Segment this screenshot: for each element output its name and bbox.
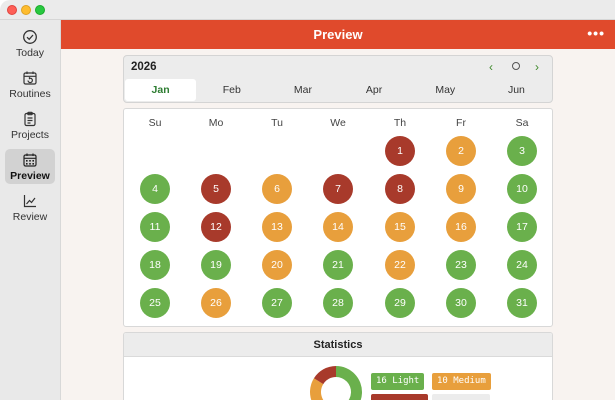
tab-feb[interactable]: Feb <box>222 84 241 96</box>
more-options-button[interactable]: ••• <box>587 25 605 41</box>
sidebar-item-preview[interactable]: Preview <box>5 149 55 184</box>
sidebar-item-routines[interactable]: Routines <box>5 67 55 102</box>
calendar-day-16[interactable]: 16 <box>446 212 476 242</box>
title-bar <box>0 0 615 20</box>
calendar-day-28[interactable]: 28 <box>323 288 353 318</box>
statistics-panel: Statistics 16 Light 10 Medium <box>123 332 553 400</box>
donut-slice-heavy <box>313 366 336 385</box>
calendar-day-7[interactable]: 7 <box>323 174 353 204</box>
calendar-grid-icon <box>23 153 37 167</box>
legend-heavy <box>371 394 428 400</box>
header-bar: Preview ••• <box>61 20 615 49</box>
sidebar-item-today[interactable]: Today <box>5 26 55 61</box>
weekday-header-mo: Mo <box>208 117 224 129</box>
sidebar-item-projects[interactable]: Projects <box>5 108 55 143</box>
tab-jan[interactable]: Jan <box>125 79 197 101</box>
calendar-day-23[interactable]: 23 <box>446 250 476 280</box>
legend-light: 16 Light <box>371 373 425 390</box>
weekday-header-th: Th <box>393 117 407 129</box>
donut-slice-medium <box>310 378 324 400</box>
today-button[interactable] <box>512 62 520 70</box>
calendar-day-30[interactable]: 30 <box>446 288 476 318</box>
tab-apr[interactable]: Apr <box>365 84 383 96</box>
clipboard-icon <box>24 111 36 127</box>
calendar-day-1[interactable]: 1 <box>385 136 415 166</box>
month-tabs: Jan Feb Mar Apr May Jun <box>125 79 552 101</box>
calendar-day-13[interactable]: 13 <box>262 212 292 242</box>
calendar-day-3[interactable]: 3 <box>507 136 537 166</box>
year-label: 2026 <box>131 61 157 73</box>
next-month-button[interactable]: › <box>535 60 539 74</box>
month-calendar: Su Mo Tu We Th Fr Sa 1 2 3 4 5 6 7 8 9 10 11 12 13 14 15 16 17 1… <box>123 108 553 327</box>
calendar-day-15[interactable]: 15 <box>385 212 415 242</box>
calendar-day-10[interactable]: 10 <box>507 174 537 204</box>
previous-month-button[interactable]: ‹ <box>489 60 493 74</box>
weekday-header-we: We <box>330 117 346 129</box>
calendar-day-17[interactable]: 17 <box>507 212 537 242</box>
calendar-day-9[interactable]: 9 <box>446 174 476 204</box>
donut-slice-light <box>336 366 362 400</box>
sidebar-item-label: Review <box>12 211 48 223</box>
calendar-repeat-icon <box>23 71 37 85</box>
calendar-day-19[interactable]: 19 <box>201 250 231 280</box>
weekday-header-su: Su <box>148 117 162 129</box>
calendar-day-14[interactable]: 14 <box>323 212 353 242</box>
close-window-button[interactable] <box>7 5 17 15</box>
calendar-day-25[interactable]: 25 <box>140 288 170 318</box>
calendar-day-22[interactable]: 22 <box>385 250 415 280</box>
tab-mar[interactable]: Mar <box>293 84 312 96</box>
sidebar-item-label: Preview <box>10 170 50 182</box>
calendar-day-31[interactable]: 31 <box>507 288 537 318</box>
legend-unlogged <box>432 394 490 400</box>
page-title: Preview <box>313 27 363 42</box>
weekday-header-fr: Fr <box>456 117 466 129</box>
calendar-day-20[interactable]: 20 <box>262 250 292 280</box>
calendar-day-24[interactable]: 24 <box>507 250 537 280</box>
sidebar-item-label: Routines <box>9 88 51 100</box>
calendar-day-21[interactable]: 21 <box>323 250 353 280</box>
legend-medium: 10 Medium <box>432 373 491 390</box>
sidebar-item-review[interactable]: Review <box>5 190 55 225</box>
calendar-day-5[interactable]: 5 <box>201 174 231 204</box>
calendar-day-6[interactable]: 6 <box>262 174 292 204</box>
line-chart-icon <box>23 195 36 208</box>
statistics-title: Statistics <box>124 333 552 357</box>
weekday-header-sa: Sa <box>515 117 529 129</box>
sidebar-item-label: Today <box>15 47 45 59</box>
calendar-day-8[interactable]: 8 <box>385 174 415 204</box>
calendar-day-4[interactable]: 4 <box>140 174 170 204</box>
calendar-day-2[interactable]: 2 <box>446 136 476 166</box>
minimize-window-button[interactable] <box>21 5 31 15</box>
check-circle-icon <box>23 30 37 44</box>
calendar-day-29[interactable]: 29 <box>385 288 415 318</box>
statistics-donut-chart <box>310 366 362 400</box>
maximize-window-button[interactable] <box>35 5 45 15</box>
calendar-day-11[interactable]: 11 <box>140 212 170 242</box>
calendar-day-12[interactable]: 12 <box>201 212 231 242</box>
calendar-day-26[interactable]: 26 <box>201 288 231 318</box>
main-content: 2026 ‹ › Jan Feb Mar Apr May Jun Su Mo Tu W… <box>61 49 615 400</box>
tab-may[interactable]: May <box>435 84 456 96</box>
calendar-day-27[interactable]: 27 <box>262 288 292 318</box>
year-navigator: 2026 ‹ › Jan Feb Mar Apr May Jun <box>123 55 553 103</box>
tab-jun[interactable]: Jun <box>507 84 525 96</box>
calendar-day-18[interactable]: 18 <box>140 250 170 280</box>
weekday-header-tu: Tu <box>271 117 283 129</box>
sidebar-item-label: Projects <box>11 129 49 141</box>
sidebar: Today Routines Projects P <box>0 20 61 400</box>
